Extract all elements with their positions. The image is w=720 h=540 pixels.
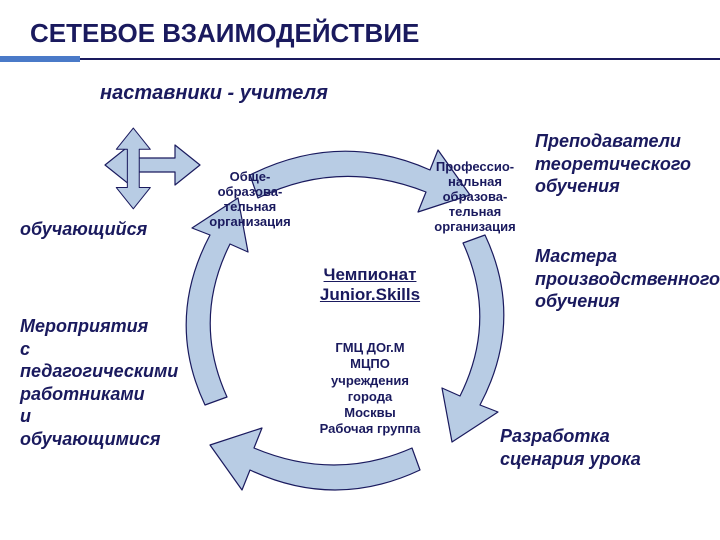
node-line: Обще- bbox=[230, 169, 271, 184]
node-line: образова- bbox=[443, 189, 508, 204]
center-line: МЦПО bbox=[350, 356, 390, 371]
center-championship: Чемпионат Junior.Skills bbox=[290, 265, 450, 306]
subtitle: наставники - учителя bbox=[100, 82, 328, 105]
center-line: города bbox=[348, 389, 392, 404]
center-line: Junior.Skills bbox=[320, 285, 420, 304]
node-line: Профессио- bbox=[436, 159, 514, 174]
node-general-education: Обще- образова- тельная организация bbox=[195, 170, 305, 230]
node-professional-education: Профессио- нальная образова- тельная орг… bbox=[420, 160, 530, 235]
node-line: образова- bbox=[218, 184, 283, 199]
node-line: тельная bbox=[224, 199, 277, 214]
node-line: организация bbox=[209, 214, 290, 229]
page-title: СЕТЕВОЕ ВЗАИМОДЕЙСТВИЕ bbox=[30, 18, 419, 49]
node-line: нальная bbox=[448, 174, 502, 189]
center-line: Москвы bbox=[344, 405, 395, 420]
node-line: тельная bbox=[449, 204, 502, 219]
center-line: учреждения bbox=[331, 373, 409, 388]
center-line: Рабочая группа bbox=[320, 421, 421, 436]
label-scenario: Разработка сценария урока bbox=[500, 425, 641, 470]
node-line: организация bbox=[434, 219, 515, 234]
label-events: Мероприятия с педагогическими работникам… bbox=[20, 315, 178, 450]
accent-line bbox=[0, 56, 720, 62]
center-organizations: ГМЦ ДОг.М МЦПО учреждения города Москвы … bbox=[290, 340, 450, 438]
center-line: ГМЦ ДОг.М bbox=[335, 340, 404, 355]
label-student: обучающийся bbox=[20, 218, 147, 241]
label-masters: Мастера производственного обучения bbox=[535, 245, 720, 313]
label-teachers: Преподаватели теоретического обучения bbox=[535, 130, 691, 198]
center-line: Чемпионат bbox=[324, 265, 417, 284]
